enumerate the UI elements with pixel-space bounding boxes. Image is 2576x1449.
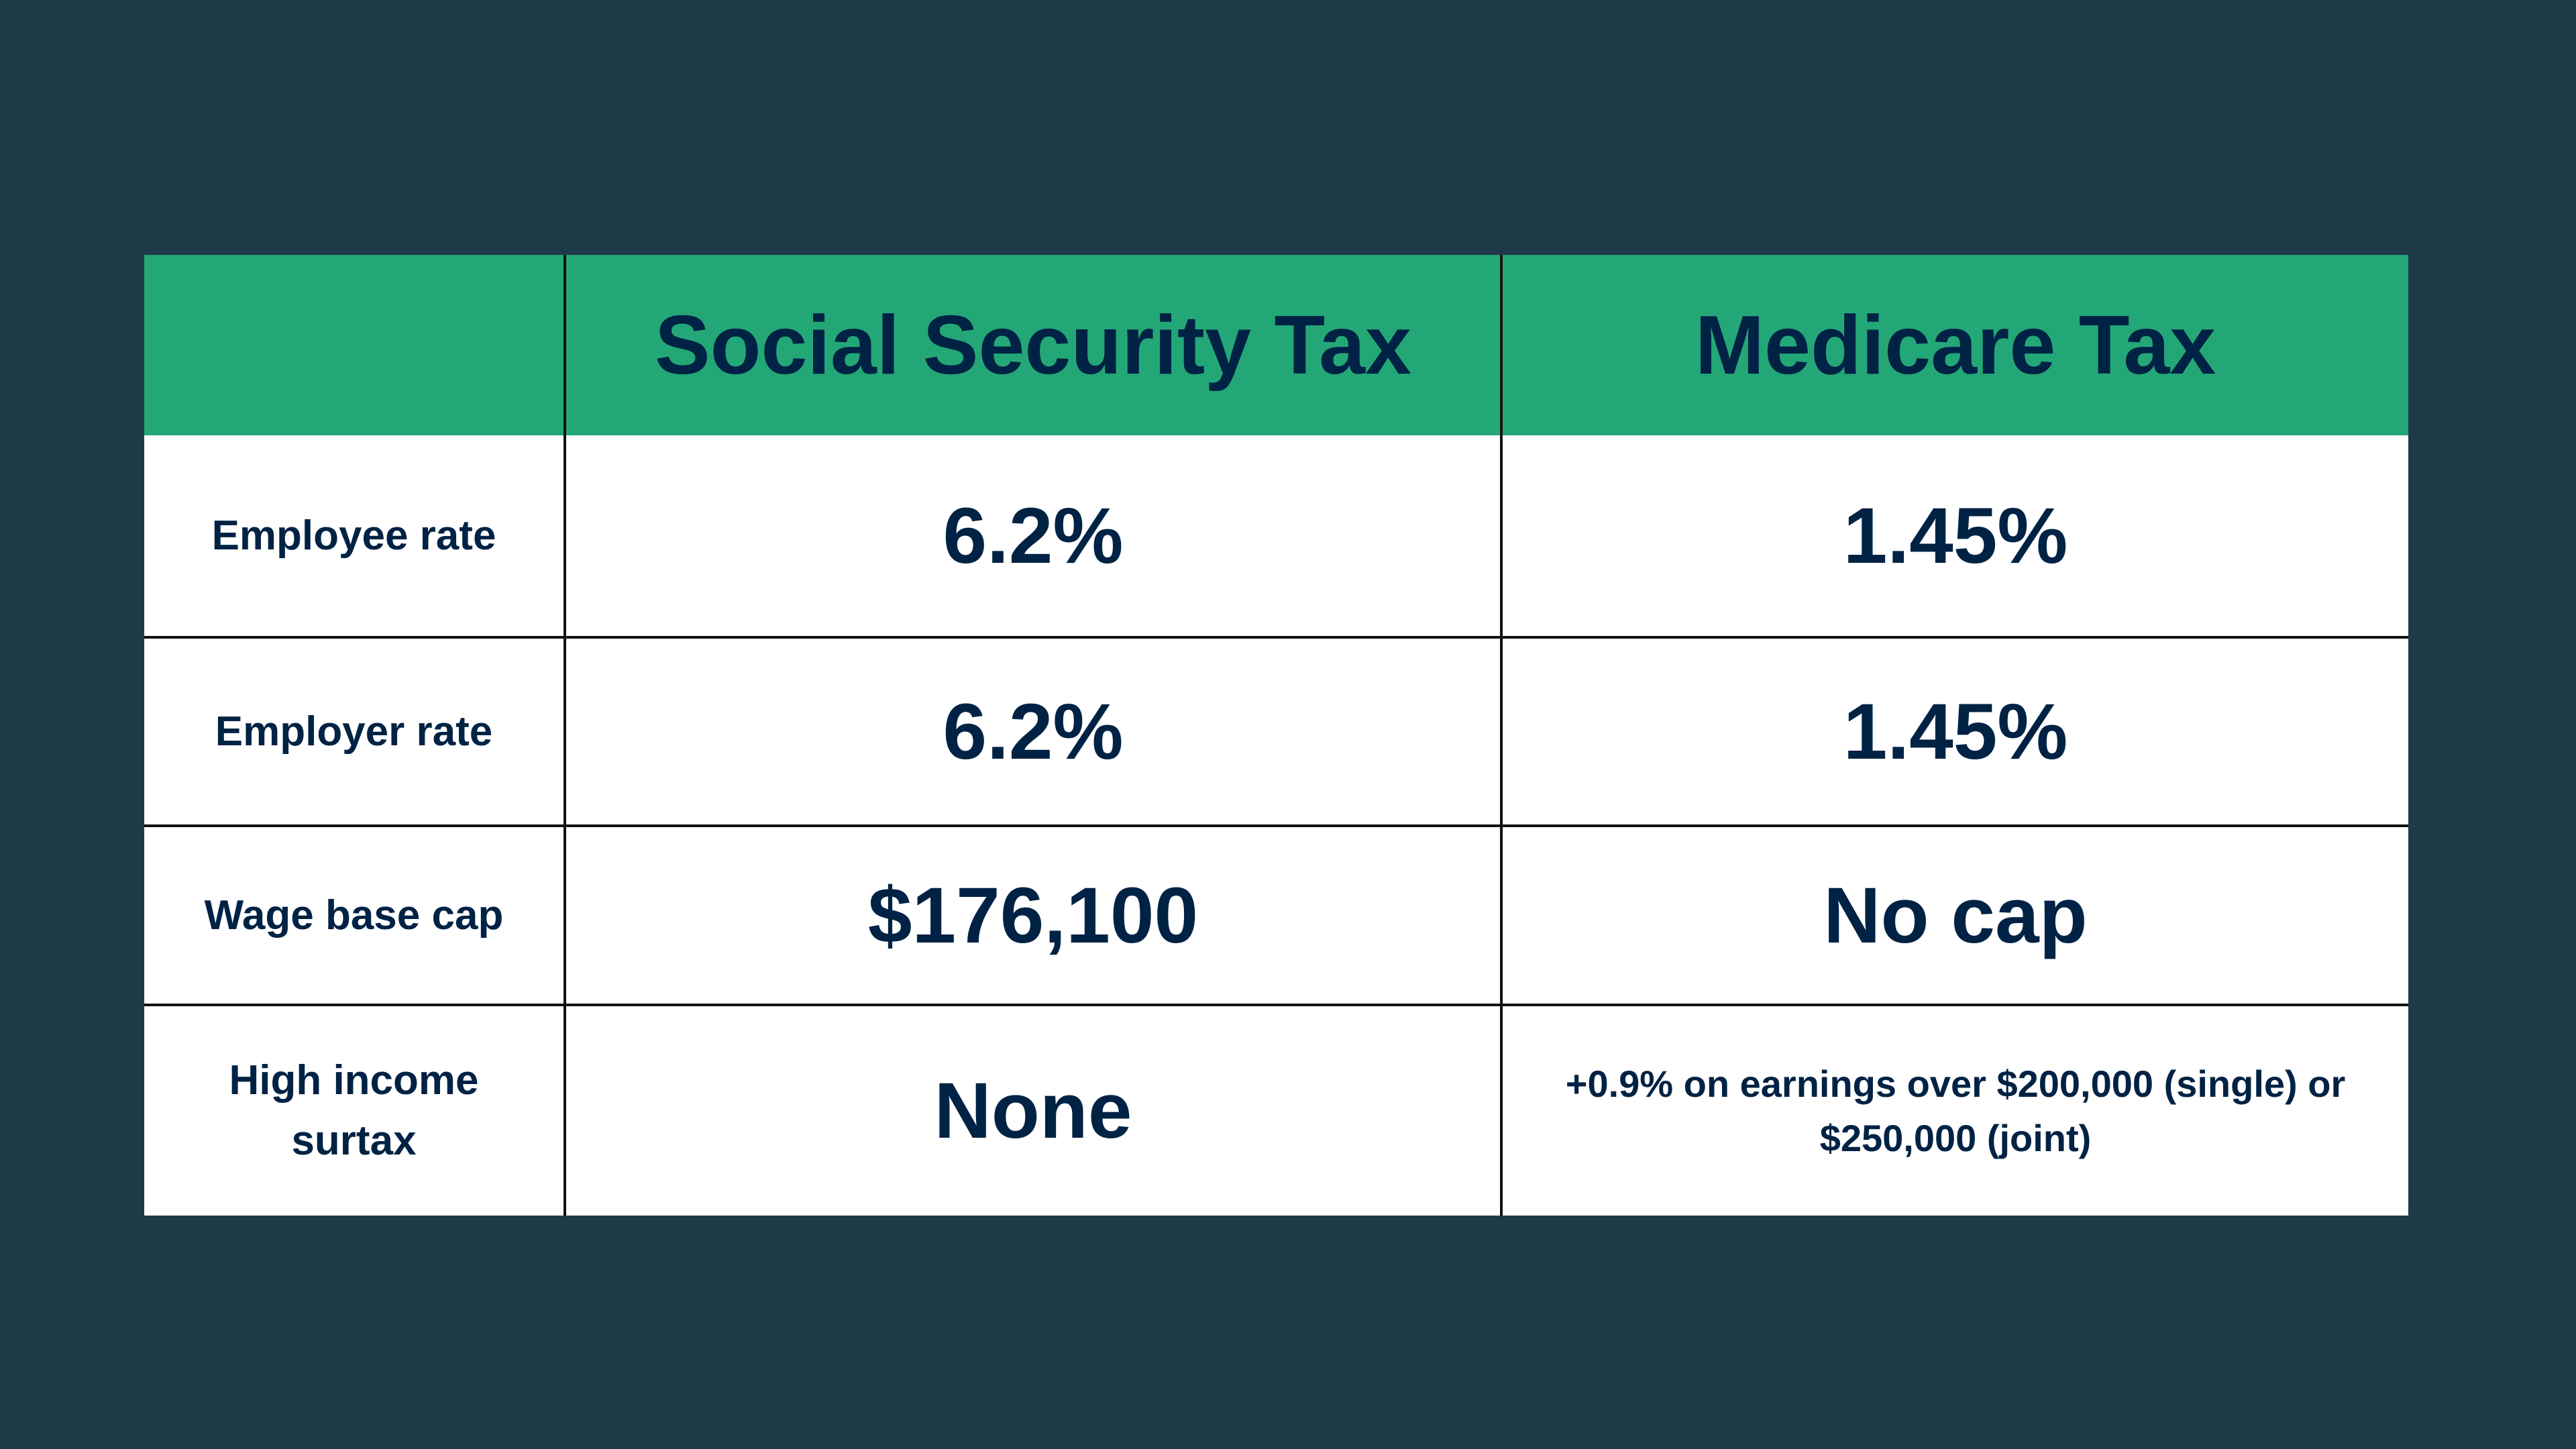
- tax-comparison-table: Social Security Tax Medicare Tax Employe…: [144, 255, 2408, 1216]
- header-medicare: Medicare Tax: [1500, 255, 2408, 435]
- row-label-high-income-surtax: High income surtax: [144, 1004, 564, 1216]
- ss-employee-rate: 6.2%: [564, 435, 1500, 636]
- medicare-high-income-surtax: +0.9% on earnings over $200,000 (single)…: [1500, 1004, 2408, 1216]
- ss-wage-base-cap: $176,100: [564, 824, 1500, 1004]
- medicare-employer-rate: 1.45%: [1500, 636, 2408, 824]
- row-label-wage-base-cap: Wage base cap: [144, 824, 564, 1004]
- header-social-security: Social Security Tax: [564, 255, 1500, 435]
- medicare-wage-base-cap: No cap: [1500, 824, 2408, 1004]
- medicare-employee-rate: 1.45%: [1500, 435, 2408, 636]
- ss-employer-rate: 6.2%: [564, 636, 1500, 824]
- row-label-employee-rate: Employee rate: [211, 512, 496, 559]
- ss-high-income-surtax: None: [564, 1004, 1500, 1216]
- row-label-employer-rate: Employer rate: [144, 636, 564, 824]
- header-empty: [144, 255, 564, 435]
